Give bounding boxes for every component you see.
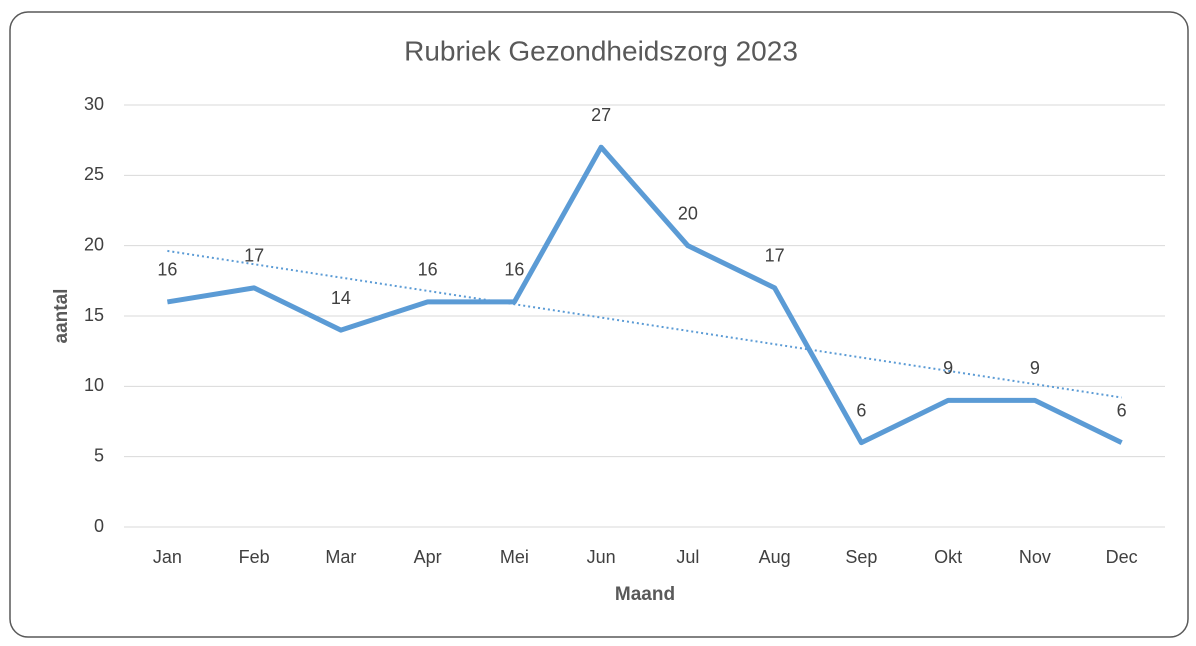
data-line xyxy=(166,144,1123,446)
data-label: 6 xyxy=(856,400,866,420)
data-label: 16 xyxy=(418,260,438,280)
data-label: 20 xyxy=(678,203,698,223)
data-label: 16 xyxy=(157,260,177,280)
x-tick-label: Apr xyxy=(414,547,442,567)
x-tick-label: Okt xyxy=(934,547,962,567)
x-tick-label: Jun xyxy=(587,547,616,567)
chart-title: Rubriek Gezondheidszorg 2023 xyxy=(404,35,798,66)
y-tick-label: 15 xyxy=(84,305,104,325)
data-label: 6 xyxy=(1117,400,1127,420)
x-tick-label: Sep xyxy=(845,547,877,567)
data-label: 17 xyxy=(765,246,785,266)
data-label: 9 xyxy=(943,358,953,378)
x-tick-label: Mar xyxy=(325,547,356,567)
trendline xyxy=(167,249,1122,399)
x-tick-label: Jul xyxy=(676,547,699,567)
y-tick-label: 20 xyxy=(84,234,104,254)
x-axis-label: Maand xyxy=(615,584,675,605)
y-tick-label: 0 xyxy=(94,516,104,536)
x-tick-label: Nov xyxy=(1019,547,1051,567)
x-tick-label: Aug xyxy=(759,547,791,567)
x-tick-label: Jan xyxy=(153,547,182,567)
chart-frame xyxy=(9,11,1189,638)
y-tick-label: 10 xyxy=(84,375,104,395)
data-label: 14 xyxy=(331,288,351,308)
y-tick-label: 5 xyxy=(94,445,104,465)
y-tick-label: 25 xyxy=(84,164,104,184)
y-axis-label: aantal xyxy=(51,289,72,344)
x-tick-label: Feb xyxy=(239,547,270,567)
y-tick-label: 30 xyxy=(84,94,104,114)
data-label: 9 xyxy=(1030,358,1040,378)
x-tick-label: Dec xyxy=(1106,547,1138,567)
x-tick-label: Mei xyxy=(500,547,529,567)
data-label: 17 xyxy=(244,246,264,266)
data-label: 27 xyxy=(591,105,611,125)
data-label: 16 xyxy=(504,260,524,280)
